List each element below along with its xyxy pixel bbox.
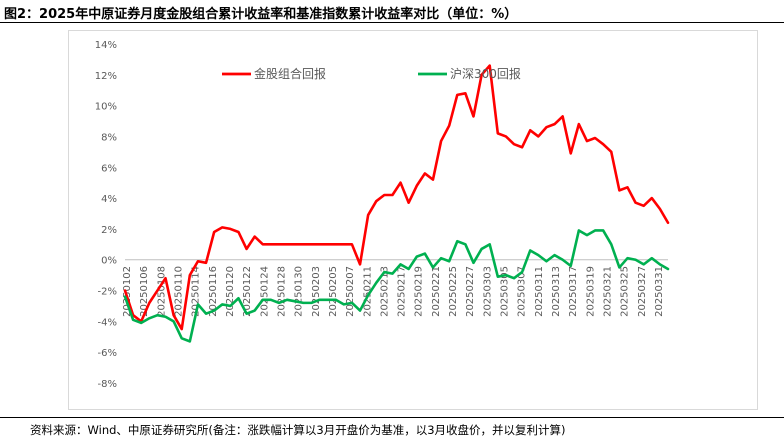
series-group: [123, 64, 670, 343]
y-tick-label: 12%: [95, 71, 117, 82]
x-tick-label: 20250205: [328, 266, 339, 317]
x-tick-label: 20250124: [259, 266, 270, 317]
legend-label: 金股组合回报: [254, 66, 326, 81]
x-tick-label: 20250116: [208, 266, 219, 317]
y-axis-tick-labels: 14% 12% 10% 8% 6% 4% 2% 0% -2% -4% -6% -8%: [95, 40, 117, 390]
x-tick-label: 20250106: [139, 266, 150, 317]
y-tick-label: 14%: [95, 40, 117, 51]
x-tick-label: 20250307: [517, 266, 528, 317]
x-tick-label: 20250217: [397, 266, 408, 317]
x-tick-label: 20250203: [311, 266, 322, 317]
x-tick-label: 20250327: [637, 266, 648, 317]
chart-legend: 金股组合回报 沪深300回报: [222, 66, 521, 81]
x-tick-label: 20250130: [294, 266, 305, 317]
x-tick-label: 20250128: [276, 266, 287, 317]
x-tick-label: 20250331: [654, 266, 665, 317]
bottom-rule: [0, 417, 784, 418]
y-tick-label: 10%: [95, 102, 117, 113]
x-tick-label: 20250114: [191, 266, 202, 317]
x-tick-label: 20250303: [482, 266, 493, 317]
x-tick-label: 20250313: [551, 266, 562, 317]
x-tick-label: 20250319: [585, 266, 596, 317]
x-tick-label: 20250321: [603, 266, 614, 317]
series-line-1: [123, 64, 670, 331]
y-tick-label: 8%: [101, 132, 117, 143]
x-tick-label: 20250108: [156, 266, 167, 317]
y-tick-label: -8%: [98, 379, 117, 390]
series-line-2: [123, 229, 670, 343]
top-rule: [0, 22, 784, 23]
x-axis-tick-labels: 20250102 20250106 20250108 20250110 20250114…: [122, 266, 665, 317]
x-tick-label: 20250120: [225, 266, 236, 317]
y-tick-label: -2%: [98, 287, 117, 298]
x-tick-label: 20250110: [173, 266, 184, 317]
x-tick-label: 20250225: [448, 266, 459, 317]
chart-frame: [68, 30, 758, 410]
source-note: 资料来源：Wind、中原证券研究所(备注：涨跌幅计算以3月开盘价为基准，以3月收…: [30, 423, 566, 437]
x-tick-label: 20250311: [534, 266, 545, 317]
y-tick-label: 2%: [101, 225, 117, 236]
x-tick-label: 20250325: [620, 266, 631, 317]
x-tick-label: 20250207: [345, 266, 356, 317]
y-tick-label: -4%: [98, 317, 117, 328]
y-tick-label: 0%: [101, 256, 117, 267]
y-tick-label: 4%: [101, 194, 117, 205]
x-tick-label: 20250221: [431, 266, 442, 317]
x-tick-label: 20250227: [465, 266, 476, 317]
x-tick-label: 20250317: [568, 266, 579, 317]
x-tick-label: 20250122: [242, 266, 253, 317]
legend-label: 沪深300回报: [450, 66, 521, 81]
figure-title: 图2：2025年中原证券月度金股组合累计收益率和基准指数累计收益率对比（单位：%…: [4, 7, 518, 22]
x-tick-label: 20250213: [379, 266, 390, 317]
x-tick-label: 20250219: [414, 266, 425, 317]
x-tick-label: 20250211: [362, 266, 373, 317]
x-tick-label: 20250102: [122, 266, 133, 317]
y-tick-label: 6%: [101, 163, 117, 174]
y-tick-label: -6%: [98, 348, 117, 359]
x-tick-label: 20250305: [500, 266, 511, 317]
